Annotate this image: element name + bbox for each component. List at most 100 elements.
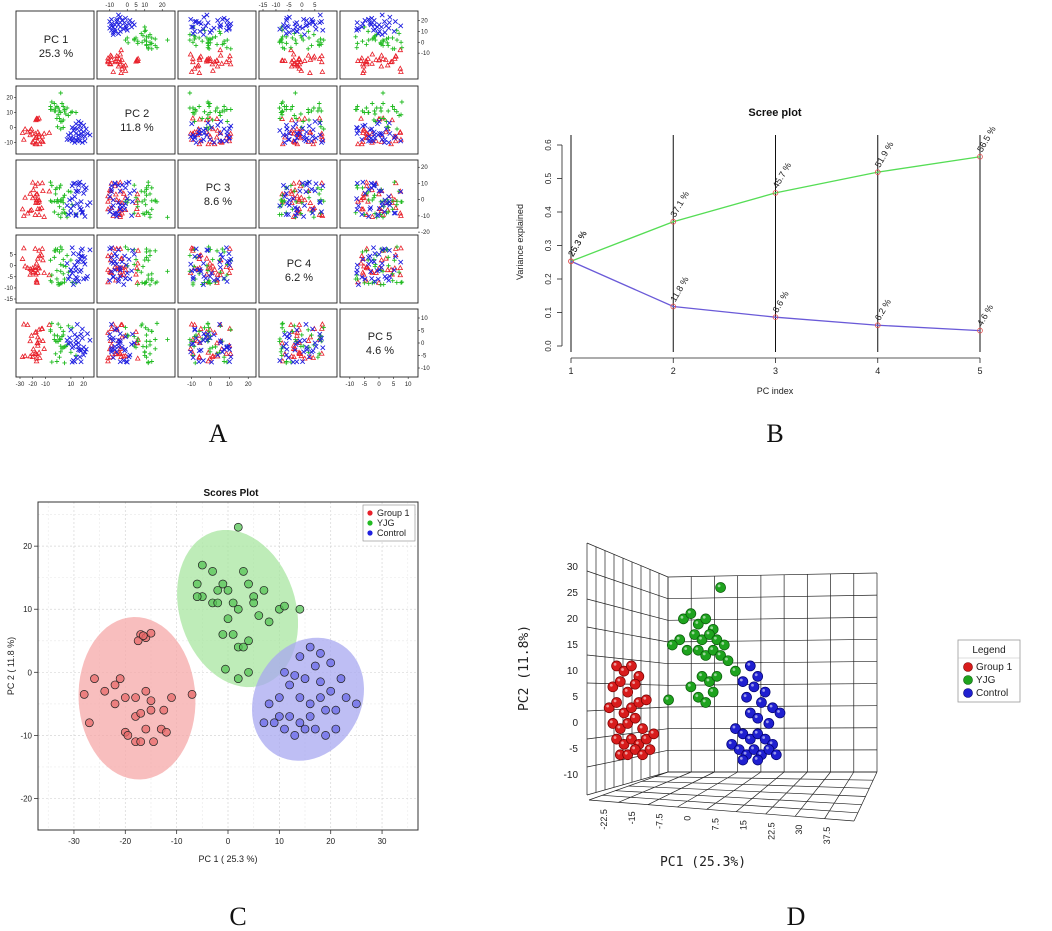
scree-data-label: 56.5 % [975,124,998,153]
matrix-point-yjg [149,271,154,277]
matrix-point-control [301,213,307,219]
scores-ticks: -30 -20 -10 0 10 20 30 -20 -10 0 10 20 [20,542,387,846]
matrix-tick-label-right: 10 [421,29,428,35]
matrix-tick-label-top: 5 [313,3,317,9]
diag-pc-3: PC 3 [206,182,230,194]
matrix-point-yjg [319,42,324,47]
d3-point-highlight [769,704,773,708]
matrix-point-group1 [226,52,233,59]
d3-ticks: 30 25 20 15 10 5 0 -5 -10 -22.5 -15 -7.5 0 7.5 15 22.5 3… [564,562,833,844]
scores-point-control [316,649,325,658]
matrix-point-yjg [311,215,317,220]
diag-pc-1: PC 1 [44,34,68,46]
matrix-point-group1 [294,192,301,199]
matrix-point-group1 [187,51,194,57]
matrix-point-group1 [307,206,313,212]
matrix-point-control [286,136,292,143]
matrix-point-group1 [33,140,40,147]
matrix-point-group1 [205,358,212,364]
matrix-point-group1 [226,137,233,144]
matrix-point-control [69,138,75,144]
matrix-point-yjg [135,41,140,46]
scores-point-group1 [115,674,125,683]
matrix-point-yjg [123,244,128,250]
d3-point-highlight [628,736,632,739]
matrix-point-control [121,358,127,364]
scores-point-yjg [233,522,243,532]
matrix-point-group1 [28,206,35,212]
matrix-point-yjg [306,35,312,41]
matrix-point-control [70,203,76,209]
matrix-point-yjg [142,197,147,203]
matrix-point-group1 [133,328,139,334]
matrix-point-yjg [147,351,153,357]
matrix-point-yjg [279,321,285,327]
matrix-point-group1 [30,139,37,145]
matrix-point-group1 [196,354,203,360]
matrix-point-yjg [132,334,137,339]
scores-point-yjg [233,604,243,614]
matrix-point-control [398,138,404,144]
d3-point-highlight [717,584,721,588]
matrix-point-group1 [33,260,40,266]
d3-point-highlight [699,673,702,677]
d3-point-highlight [695,694,699,698]
matrix-point-yjg [364,105,369,111]
matrix-point-yjg [218,113,223,118]
matrix-point-yjg [147,191,153,197]
scores-x-tick-label: -20 [120,837,132,846]
matrix-point-control [309,186,315,192]
matrix-point-yjg [309,108,314,114]
matrix-point-control [110,260,116,266]
matrix-point-group1 [41,269,48,275]
matrix-point-yjg [68,350,74,355]
scree-marks: 25.3 %37.1 %45.7 %51.9 %56.5 %25.3 %11.8… [566,124,998,334]
scores-point-yjg [239,567,248,576]
matrix-point-group1 [382,255,389,261]
matrix-point-yjg [288,183,294,188]
matrix-point-yjg [370,101,375,106]
matrix-point-group1 [365,265,371,271]
matrix-point-control [107,209,113,215]
matrix-point-control [312,340,318,346]
scores-point-group1 [133,636,143,646]
matrix-point-group1 [365,55,371,61]
matrix-point-control [386,25,392,31]
matrix-point-control [297,24,303,30]
matrix-point-group1 [133,271,139,277]
matrix-cell [177,85,257,155]
matrix-point-control [107,246,113,252]
matrix-point-group1 [376,191,382,197]
d3-point-highlight [635,699,639,703]
matrix-tick-label-bottom: 5 [392,382,396,388]
matrix-point-group1 [296,198,302,204]
d3-point-control [752,754,764,766]
d3-point-yjg [700,697,712,708]
matrix-point-yjg [49,359,55,365]
scores-point-group1 [146,696,156,706]
scores-point-control [264,699,274,709]
matrix-point-group1 [24,264,31,271]
matrix-point-yjg [293,116,299,121]
matrix-point-group1 [373,137,379,144]
d3-point-highlight [758,699,762,703]
d3-point-highlight [687,610,691,614]
matrix-point-yjg [192,36,197,42]
matrix-point-control [277,127,283,134]
matrix-point-group1 [36,198,42,204]
matrix-point-group1 [361,194,367,200]
matrix-point-control [317,120,323,126]
matrix-point-yjg [298,33,304,38]
matrix-point-control [386,194,392,200]
matrix-point-yjg [386,43,391,48]
d3-point-control [737,676,749,687]
matrix-point-control [108,321,115,327]
d3-point-highlight [777,709,780,713]
matrix-point-control [286,197,292,203]
matrix-point-control [224,17,230,23]
matrix-point-group1 [318,58,325,65]
matrix-point-yjg [62,280,67,285]
d3-point-highlight [754,757,758,760]
d3-point-highlight [713,673,717,677]
matrix-point-yjg [293,199,299,205]
